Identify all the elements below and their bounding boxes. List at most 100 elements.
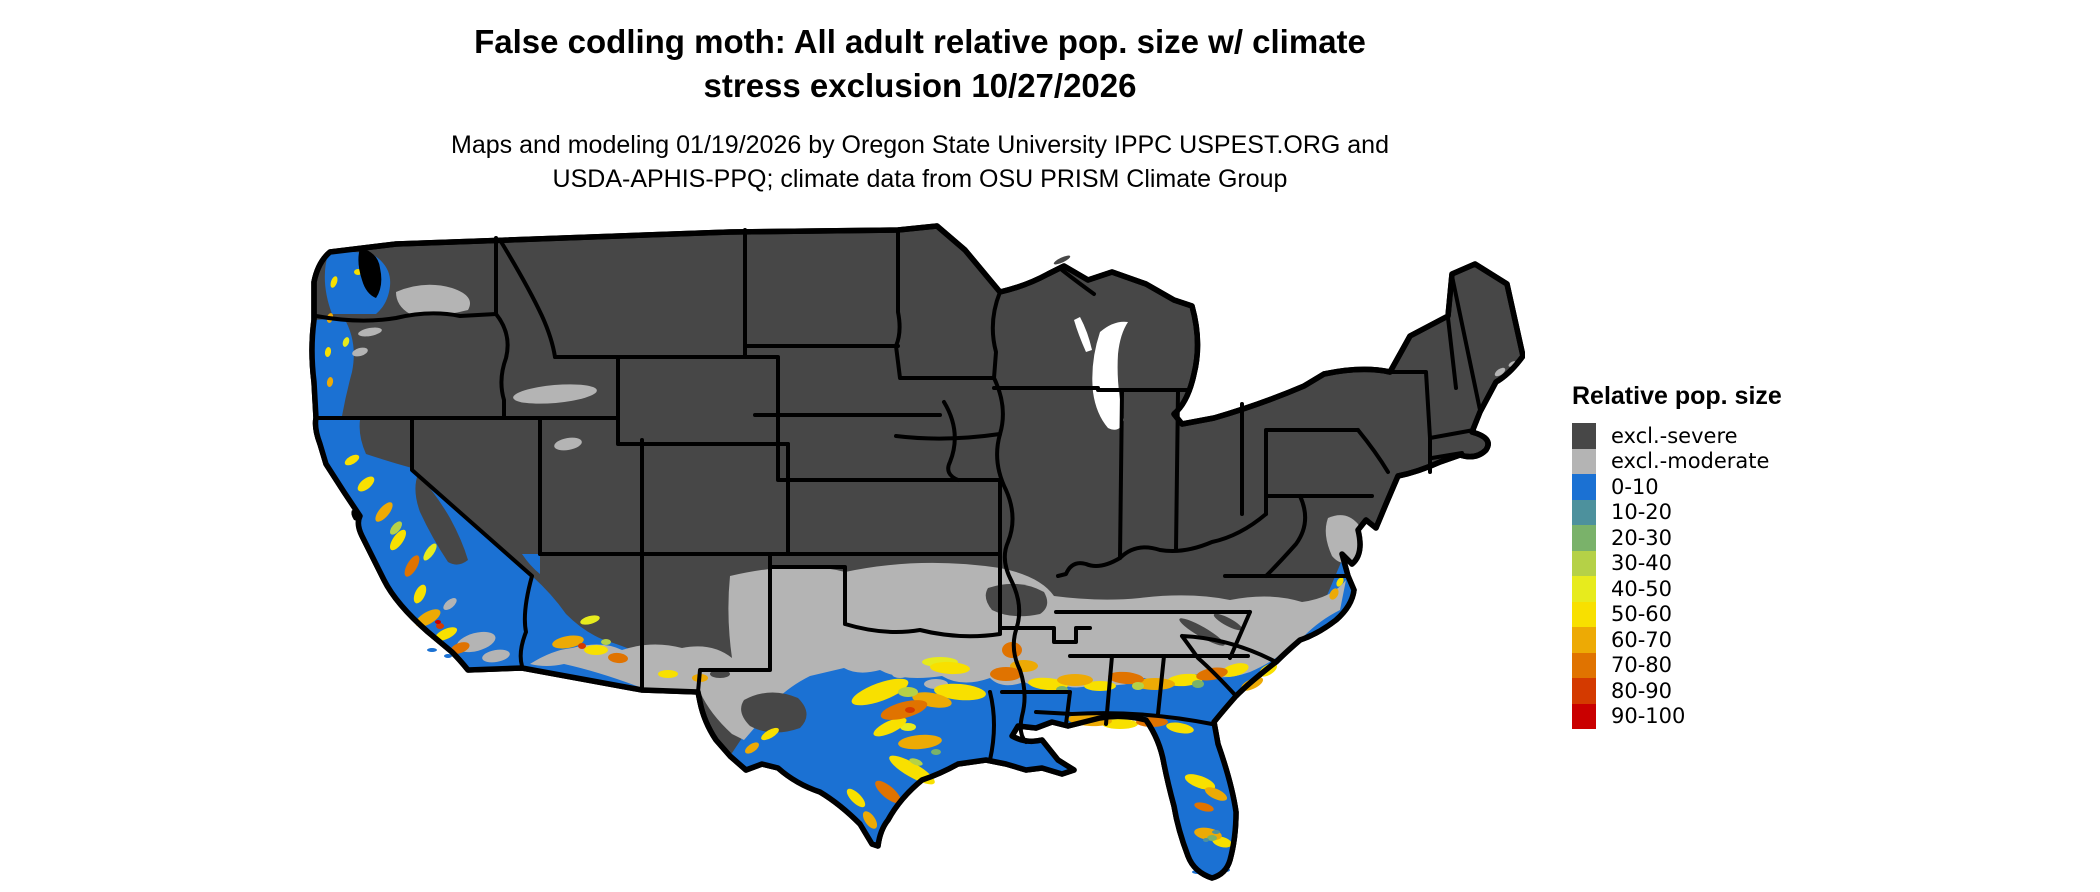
speckle xyxy=(1336,577,1344,587)
state-border xyxy=(753,400,1002,556)
legend-row: 90-100 xyxy=(1572,703,1782,729)
moderate-band-south xyxy=(530,562,1346,740)
legend-row: 0-10 xyxy=(1572,474,1782,500)
map-title-line-1: False codling moth: All adult relative p… xyxy=(474,23,1366,60)
legend-swatch-50-60 xyxy=(1572,601,1596,627)
speckle xyxy=(344,454,360,466)
speckle xyxy=(1132,682,1144,690)
speckle xyxy=(1204,787,1228,801)
gray-patch xyxy=(358,327,382,337)
legend-label: excl.-severe xyxy=(1611,423,1738,448)
gray-patch xyxy=(554,437,582,451)
speckle xyxy=(846,788,866,808)
state-border xyxy=(1180,574,1350,698)
puget-sound xyxy=(358,248,382,298)
legend-label: 10-20 xyxy=(1611,500,1673,525)
state-borders xyxy=(314,228,1482,762)
speckle xyxy=(898,687,918,697)
legend-label: 30-40 xyxy=(1611,551,1673,576)
speckle xyxy=(898,734,942,750)
great-lakes xyxy=(1074,317,1128,430)
legend-swatch-excl-moderate xyxy=(1572,448,1596,474)
speckles-50-60 xyxy=(324,269,1344,848)
state-border xyxy=(743,228,900,359)
state-border xyxy=(1054,610,1252,660)
speckle xyxy=(357,476,375,492)
speckle xyxy=(324,347,332,357)
speckle xyxy=(900,723,916,731)
snake-plain-gray xyxy=(513,384,597,404)
green-bay xyxy=(1074,317,1092,352)
speckle xyxy=(1212,830,1220,834)
legend-label: 0-10 xyxy=(1611,474,1659,499)
legend-row: 30-40 xyxy=(1572,550,1782,576)
legend-swatch-20-30 xyxy=(1572,525,1596,551)
coastline xyxy=(309,223,1525,881)
state-border xyxy=(314,311,498,323)
speckles-80-90 xyxy=(436,623,915,713)
map-title-line-2: stress exclusion 10/27/2026 xyxy=(703,67,1137,104)
legend-swatch-excl-severe xyxy=(1572,423,1596,449)
lake-michigan xyxy=(1092,321,1128,430)
superior-island xyxy=(1053,255,1071,265)
legend-swatch-0-10 xyxy=(1572,474,1596,500)
speckle xyxy=(1192,680,1204,688)
speckles-10-20 xyxy=(1203,830,1220,842)
speckle xyxy=(435,620,441,624)
legend-row: 10-20 xyxy=(1572,499,1782,525)
state-border xyxy=(696,552,1002,694)
speckle xyxy=(905,707,915,713)
speckle xyxy=(1108,671,1144,685)
speckle xyxy=(404,555,420,577)
speckle xyxy=(601,639,611,645)
state-border xyxy=(410,416,534,668)
socal-gray xyxy=(482,649,510,663)
state-border xyxy=(1386,274,1482,474)
map-subtitle: Maps and modeling 01/19/2026 by Oregon S… xyxy=(0,128,1840,196)
appalachian-ridge-dark xyxy=(1213,613,1243,631)
map-subtitle-line-2: USDA-APHIS-PPQ; climate data from OSU PR… xyxy=(552,165,1288,193)
maine-coast-gray xyxy=(1494,367,1506,377)
speckle xyxy=(1135,678,1175,690)
speckle xyxy=(580,615,600,625)
speckle xyxy=(873,717,907,737)
speckle xyxy=(1203,838,1209,842)
speckle xyxy=(990,667,1022,681)
northeast-california-dark xyxy=(359,420,412,468)
speckle xyxy=(1166,722,1194,734)
speckle xyxy=(930,661,970,675)
legend-swatch-10-20 xyxy=(1572,499,1596,525)
us-map-svg xyxy=(309,223,1525,881)
speckle xyxy=(326,377,334,387)
speckle xyxy=(745,742,759,754)
header: False codling moth: All adult relative p… xyxy=(0,20,1840,196)
legend-row: excl.-severe xyxy=(1572,423,1782,449)
legend-items: excl.-severe excl.-moderate 0-10 10-20 2… xyxy=(1572,423,1782,729)
legend-label: 90-100 xyxy=(1611,704,1686,729)
blue-nevada-tip xyxy=(522,554,540,574)
state-border xyxy=(553,355,790,446)
state-border xyxy=(1060,268,1096,296)
state-border xyxy=(1056,512,1268,578)
maine-coast-gray xyxy=(1508,361,1516,367)
legend-row: 70-80 xyxy=(1572,652,1782,678)
state-border xyxy=(992,386,1244,560)
state-border xyxy=(1264,428,1390,578)
speckle xyxy=(934,683,986,701)
state-border xyxy=(494,236,510,420)
legend-swatch-80-90 xyxy=(1572,678,1596,704)
speckle xyxy=(434,627,458,641)
speckle xyxy=(375,502,393,522)
speckle xyxy=(390,521,402,535)
speckles-30-40 xyxy=(390,521,1144,766)
legend-row: 40-50 xyxy=(1572,576,1782,602)
speckle xyxy=(875,780,901,804)
speckle xyxy=(1221,663,1249,677)
speckle xyxy=(415,609,441,627)
chesapeake-gray xyxy=(1325,515,1363,564)
speckle xyxy=(584,645,608,655)
us-population-map xyxy=(300,222,1525,884)
speckles-90-100 xyxy=(435,620,441,624)
speckle xyxy=(342,337,350,347)
speckle xyxy=(761,727,779,741)
